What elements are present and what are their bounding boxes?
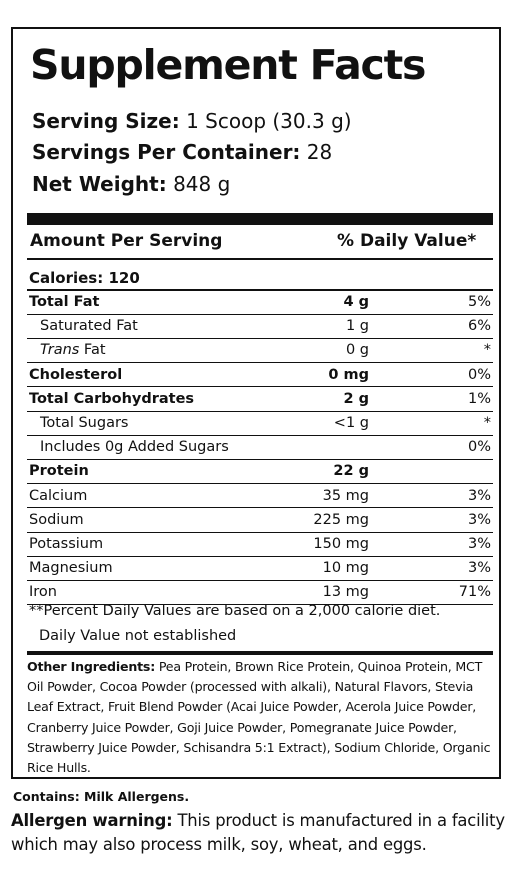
- nutrient-name: Total Fat: [29, 294, 100, 310]
- nutrient-amount: 22 g: [333, 463, 369, 480]
- nutrient-name: Potassium: [29, 536, 104, 552]
- nutrient-daily-value: *: [483, 415, 491, 431]
- nutrient-name: Includes 0g Added Sugars: [40, 439, 229, 456]
- row-divider: [27, 531, 493, 533]
- nutrient-daily-value: 3%: [467, 487, 491, 504]
- nutrient-amount: 13 mg: [322, 584, 369, 601]
- nutrient-amount: 1 g: [345, 318, 369, 335]
- nutrient-daily-value: 6%: [467, 318, 491, 335]
- nutrient-name: Saturated Fat: [40, 318, 138, 335]
- row-divider: [27, 362, 493, 364]
- serving-size-value: 1 Scoop (30.3 g): [179, 109, 352, 133]
- row-divider: [27, 458, 493, 460]
- servings-value: 28: [300, 140, 333, 164]
- row-divider: [27, 579, 493, 581]
- nutrient-amount: 0 g: [345, 342, 369, 359]
- nutrient-amount: 2 g: [343, 390, 369, 407]
- nutrient-name: Sodium: [29, 511, 84, 528]
- nutrient-name: Calcium: [29, 487, 88, 504]
- nutrient-amount: 35 mg: [322, 487, 369, 504]
- nutrient-row: Total Sugars <1 g *: [27, 411, 493, 435]
- nutrient-amount: 4 g: [343, 294, 369, 310]
- nutrient-name-italic: Trans: [40, 342, 80, 359]
- nutrient-daily-value: 71%: [458, 584, 491, 601]
- amount-per-serving-header: Amount Per Serving: [30, 231, 223, 251]
- nutrient-daily-value: 3%: [467, 560, 491, 577]
- row-divider: [27, 507, 493, 509]
- nutrient-row: Cholesterol 0 mg 0%: [27, 363, 493, 387]
- nutrient-amount: 150 mg: [313, 536, 369, 552]
- nutrient-daily-value: 1%: [467, 390, 491, 407]
- ingredients-divider: [27, 651, 493, 655]
- nutrient-amount: 10 mg: [322, 560, 369, 577]
- nutrient-name: Protein: [29, 463, 89, 480]
- calories: Calories: 120: [29, 269, 140, 287]
- net-weight-value: 848 g: [166, 172, 231, 196]
- row-divider: [27, 555, 493, 557]
- servings-label: Servings Per Container:: [32, 140, 301, 164]
- nutrient-name: Iron: [29, 584, 57, 601]
- nutrient-name: Trans Fat: [40, 338, 106, 362]
- nutrient-row: Saturated Fat 1 g 6%: [27, 314, 493, 338]
- nutrient-amount: 0 mg: [328, 366, 369, 383]
- supplement-facts-panel: Supplement Facts Serving Size: 1 Scoop (…: [11, 27, 501, 779]
- thick-divider: [27, 213, 493, 225]
- row-divider: [27, 386, 493, 388]
- nutrient-row: Includes 0g Added Sugars 0%: [27, 435, 493, 459]
- allergen-warning: Allergen warning: This product is manufa…: [11, 809, 519, 857]
- daily-value-header: % Daily Value*: [337, 231, 477, 251]
- panel-title: Supplement Facts: [30, 41, 426, 89]
- row-divider: [27, 410, 493, 412]
- nutrient-daily-value: 0%: [467, 366, 491, 383]
- nutrient-row: Protein 22 g: [27, 459, 493, 483]
- nutrient-name: Total Carbohydrates: [29, 390, 195, 407]
- nutrient-row: Total Fat 4 g 5%: [27, 290, 493, 314]
- nutrient-row: Potassium 150 mg 3%: [27, 532, 493, 556]
- nutrient-daily-value: 0%: [467, 439, 491, 456]
- nutrient-row: Magnesium 10 mg 3%: [27, 556, 493, 580]
- nutrient-name-rest: Fat: [79, 342, 106, 359]
- serving-size: Serving Size: 1 Scoop (30.3 g): [32, 107, 352, 135]
- nutrient-daily-value: 5%: [467, 294, 491, 310]
- nutrient-row: Calcium 35 mg 3%: [27, 484, 493, 508]
- row-divider: [27, 434, 493, 436]
- allergen-warning-text: This product is manufactured in a facili…: [11, 811, 505, 854]
- nutrient-name: Total Sugars: [40, 415, 129, 431]
- ingredients-label: Other Ingredients:: [27, 659, 156, 674]
- nutrient-name: Magnesium: [29, 560, 113, 577]
- header-divider: [27, 258, 493, 260]
- nutrient-name: Cholesterol: [29, 366, 123, 383]
- nutrient-daily-value: 3%: [467, 536, 491, 552]
- serving-size-label: Serving Size:: [32, 109, 180, 133]
- other-ingredients: Other Ingredients: Pea Protein, Brown Ri…: [27, 657, 495, 778]
- percent-footnote: **Percent Daily Values are based on a 2,…: [29, 603, 441, 619]
- nutrient-row: Total Carbohydrates 2 g 1%: [27, 387, 493, 411]
- row-divider: [27, 483, 493, 485]
- calories-divider: [27, 289, 493, 291]
- nutrient-amount: 225 mg: [313, 511, 369, 528]
- allergen-warning-label: Allergen warning:: [11, 811, 173, 830]
- dv-footnote: Daily Value not established: [39, 628, 237, 644]
- nutrient-daily-value: *: [483, 342, 491, 359]
- nutrient-daily-value: 3%: [467, 511, 491, 528]
- servings-per-container: Servings Per Container: 28: [32, 138, 332, 166]
- net-weight: Net Weight: 848 g: [32, 170, 230, 198]
- nutrient-amount: <1 g: [333, 415, 369, 431]
- contains-allergens: Contains: Milk Allergens.: [13, 789, 190, 804]
- nutrient-row: Sodium 225 mg 3%: [27, 508, 493, 532]
- row-divider: [27, 313, 493, 315]
- row-divider: [27, 604, 493, 606]
- ingredients-text: Pea Protein, Brown Rice Protein, Quinoa …: [27, 659, 491, 776]
- nutrient-row: Iron 13 mg 71%: [27, 580, 493, 604]
- net-weight-label: Net Weight:: [32, 172, 167, 196]
- nutrient-row: Trans Fat 0 g *: [27, 338, 493, 362]
- row-divider: [27, 337, 493, 339]
